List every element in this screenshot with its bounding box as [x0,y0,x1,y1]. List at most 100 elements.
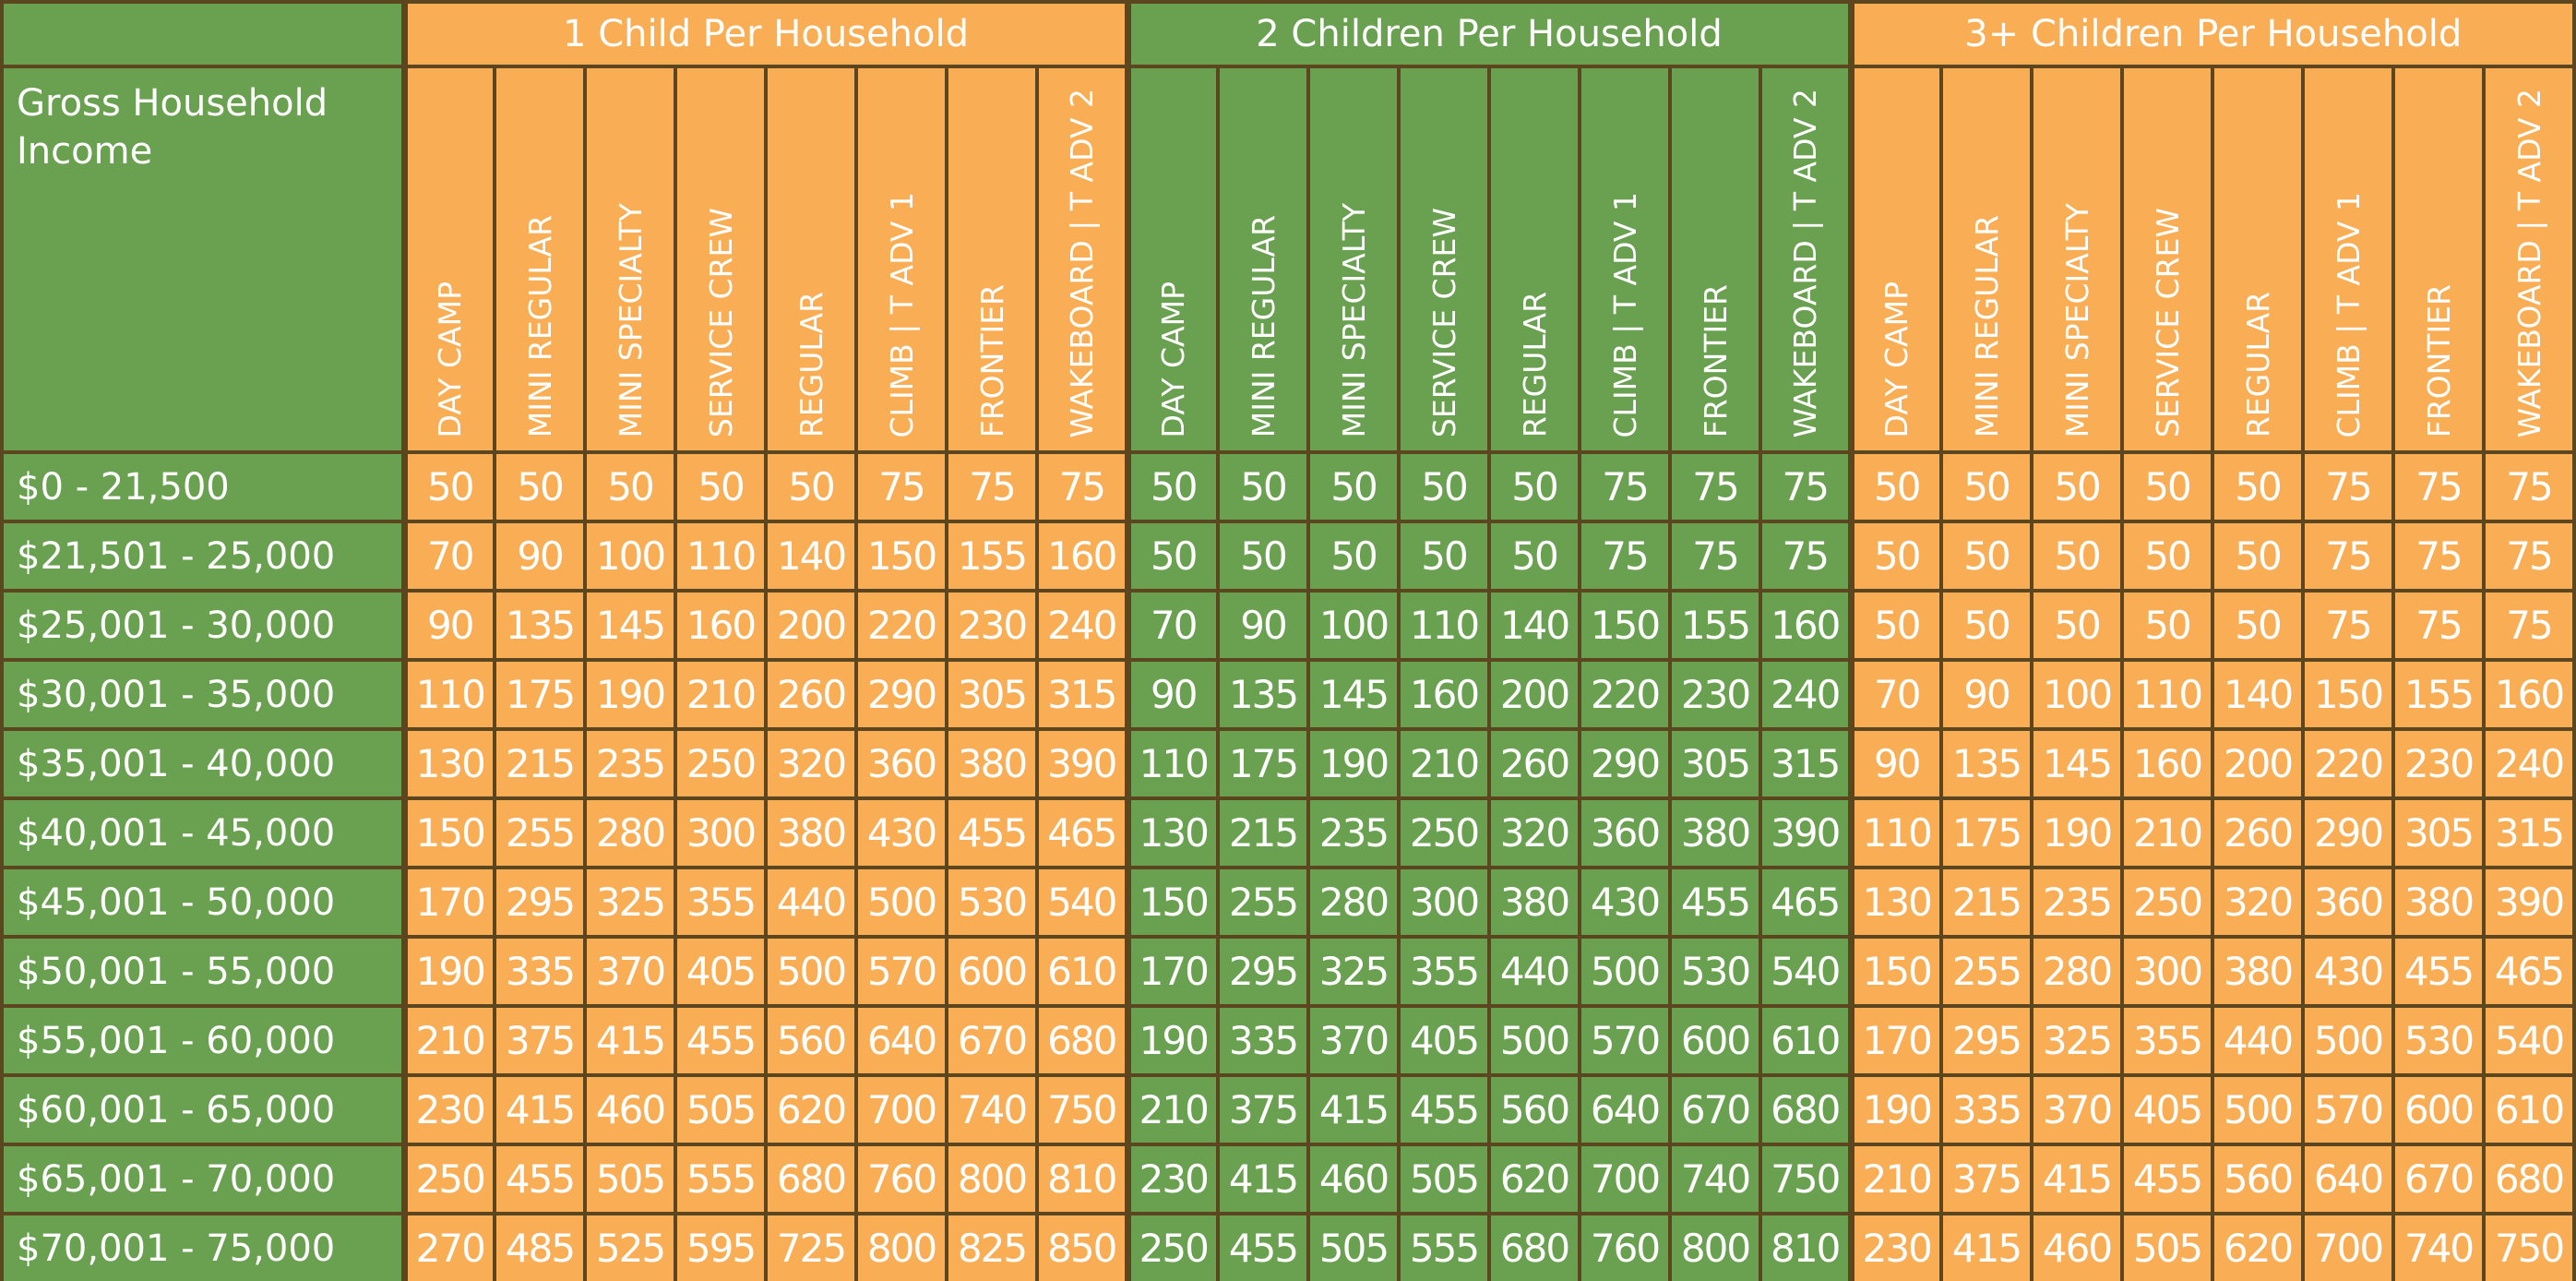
income-row: $0 - 21,500 50 50 50 50 50 75 75 75 50 50 50 50 50 75 7… [0,450,2576,523]
price-cell: 295 [493,866,587,939]
price-cell: 610 [1035,935,1129,1008]
price-cell: 50 [1939,450,2033,523]
price-cell: 680 [2482,1143,2576,1215]
price-cell: 295 [1939,1004,2033,1077]
price-cell: 170 [400,866,496,939]
price-cell: 50 [764,450,858,523]
price-cell: 355 [1397,935,1491,1008]
column-label: SERVICE CREW [702,207,739,437]
price-cell: 415 [1939,1212,2033,1281]
price-cell: 505 [1306,1212,1401,1281]
price-cell: 75 [1668,520,1762,593]
price-cell: 50 [2030,589,2124,662]
income-row: $45,001 - 50,000 170 295 325 355 440 500 530 540… [0,866,2576,939]
price-cell: 50 [1216,520,1310,593]
price-cell: 390 [1035,727,1129,800]
price-cell: 190 [2030,796,2124,869]
price-cell: 505 [1397,1143,1491,1215]
column-header-row: Gross Household Income DAY CAMP MINI REGUL… [0,65,2576,454]
price-cell: 440 [764,866,858,939]
income-label: $0 - 21,500 [0,450,406,523]
price-cell: 500 [854,866,948,939]
price-cell: 725 [764,1212,858,1281]
column-label: FRONTIER [1697,283,1734,437]
price-cell: 560 [1487,1073,1581,1146]
price-cell: 210 [2120,796,2214,869]
income-row: $50,001 - 55,000 190 335 370 405 500 570 600 610… [0,935,2576,1008]
price-cell: 75 [1668,450,1762,523]
price-cell: 150 [2301,658,2395,731]
price-cell: 170 [1124,935,1220,1008]
price-cell: 680 [764,1143,858,1215]
income-row: $70,001 - 75,000 270 485 525 595 725 800 825 850… [0,1212,2576,1281]
price-cell: 90 [1124,658,1220,731]
price-cell: 335 [1939,1073,2033,1146]
price-cell: 750 [2482,1212,2576,1281]
price-cell: 460 [2030,1212,2124,1281]
price-cell: 215 [493,727,587,800]
price-cell: 75 [2301,589,2395,662]
price-cell: 100 [583,520,677,593]
price-cell: 290 [2301,796,2395,869]
price-cell: 75 [2482,520,2576,593]
price-cell: 530 [2391,1004,2486,1077]
price-cell: 305 [2391,796,2486,869]
price-cell: 90 [400,589,496,662]
income-label: $35,001 - 40,000 [0,727,406,800]
price-cell: 500 [2301,1004,2395,1077]
price-cell: 465 [2482,935,2576,1008]
price-cell: 50 [674,450,768,523]
column-header: REGULAR [2211,65,2305,454]
price-cell: 210 [674,658,768,731]
price-cell: 135 [1216,658,1310,731]
income-label: $55,001 - 60,000 [0,1004,406,1077]
income-label: $40,001 - 45,000 [0,796,406,869]
income-row: $25,001 - 30,000 90 135 145 160 200 220 230 240 7… [0,589,2576,662]
price-cell: 50 [1939,589,2033,662]
price-cell: 210 [400,1004,496,1077]
price-cell: 90 [1939,658,2033,731]
price-cell: 230 [2391,727,2486,800]
price-cell: 360 [2301,866,2395,939]
price-cell: 50 [1847,450,1943,523]
price-cell: 810 [1759,1212,1853,1281]
price-cell: 200 [764,589,858,662]
price-cell: 570 [854,935,948,1008]
price-cell: 505 [674,1073,768,1146]
price-cell: 160 [1397,658,1491,731]
column-header: FRONTIER [2391,65,2486,454]
price-cell: 75 [2301,520,2395,593]
price-cell: 70 [400,520,496,593]
price-cell: 560 [2211,1143,2305,1215]
price-cell: 175 [1939,796,2033,869]
column-header: CLIMB | T ADV 1 [2301,65,2395,454]
price-cell: 300 [674,796,768,869]
price-cell: 455 [1668,866,1762,939]
price-cell: 485 [493,1212,587,1281]
price-cell: 155 [2391,658,2486,731]
price-cell: 415 [1216,1143,1310,1215]
column-header: DAY CAMP [400,65,496,454]
price-cell: 375 [1939,1143,2033,1215]
column-label: REGULAR [793,291,829,437]
price-cell: 455 [2391,935,2486,1008]
price-cell: 235 [2030,866,2124,939]
column-label: REGULAR [1516,291,1553,437]
price-cell: 75 [1759,450,1853,523]
income-row: $35,001 - 40,000 130 215 235 250 320 360 380 390… [0,727,2576,800]
price-cell: 315 [2482,796,2576,869]
column-header: MINI SPECIALTY [1306,65,1401,454]
price-cell: 50 [1487,520,1581,593]
price-cell: 75 [2482,589,2576,662]
price-cell: 155 [1668,589,1762,662]
column-label: WAKEBOARD | T ADV 2 [1063,88,1100,437]
price-cell: 160 [2120,727,2214,800]
price-cell: 540 [2482,1004,2576,1077]
column-header: FRONTIER [1668,65,1762,454]
price-cell: 50 [583,450,677,523]
price-cell: 130 [1847,866,1943,939]
price-cell: 210 [1397,727,1491,800]
income-label: $25,001 - 30,000 [0,589,406,662]
price-cell: 140 [764,520,858,593]
price-cell: 800 [945,1143,1039,1215]
